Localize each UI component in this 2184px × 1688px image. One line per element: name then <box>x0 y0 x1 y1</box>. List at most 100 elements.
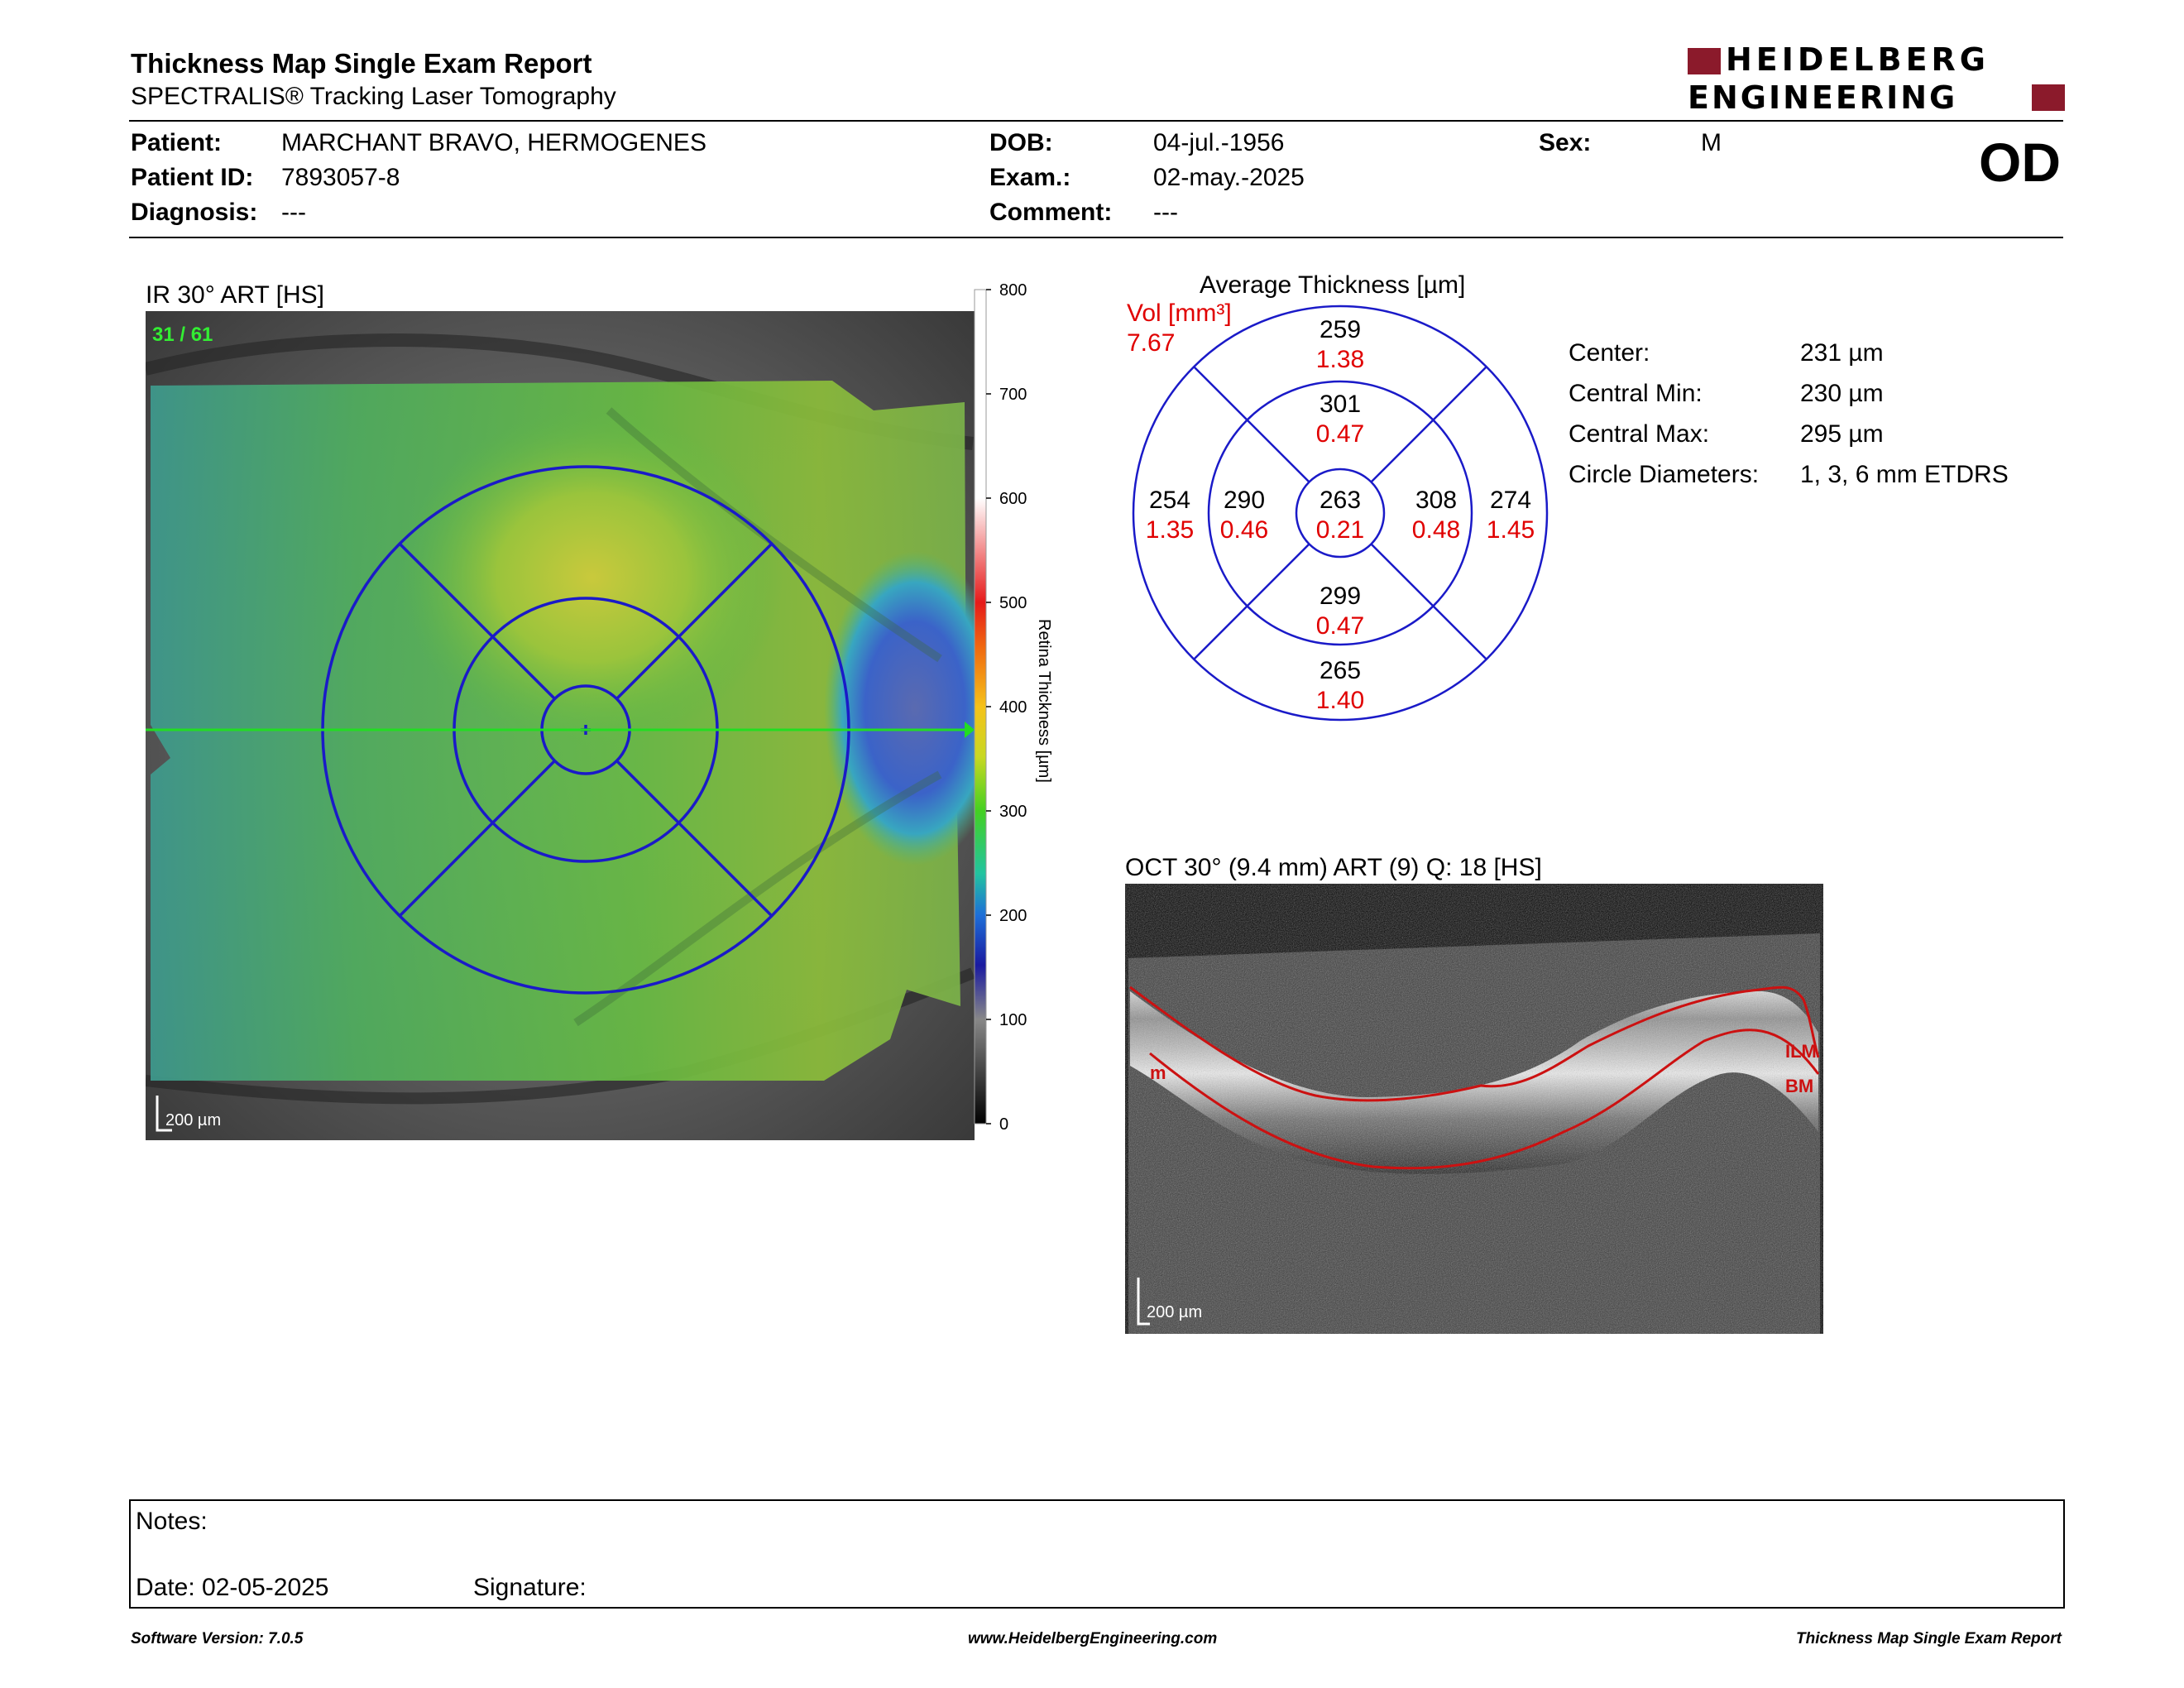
exam-label: Exam.: <box>989 164 1071 191</box>
stat-label: Central Max: <box>1569 420 1710 448</box>
dob-label: DOB: <box>989 129 1053 156</box>
etdrs-sector-divider <box>398 760 556 918</box>
inner-inferior-thickness: 299 <box>1320 583 1361 610</box>
inner-temporal-thickness: 290 <box>1224 487 1265 514</box>
etdrs-ring <box>1295 468 1386 559</box>
exam-value: 02-may.-2025 <box>1153 164 1305 191</box>
colorbar-tick-label: 700 <box>999 386 1027 404</box>
patient-id-value: 7893057-8 <box>281 164 400 191</box>
fundus-frame-counter: 31 / 61 <box>152 324 213 346</box>
etdrs-grid <box>1132 305 1549 722</box>
fundus-scale-bar-label: 200 µm <box>165 1111 221 1129</box>
logo-line-1: HEIDELBERG <box>1726 41 1990 78</box>
patient-label: Patient: <box>131 129 223 156</box>
colorbar-axis-label: Retina Thickness [µm] <box>1035 619 1053 783</box>
center-thickness: 263 <box>1320 487 1361 514</box>
colorbar-tick-label: 400 <box>999 698 1027 717</box>
etdrs-sector-divider <box>398 542 556 700</box>
signature-label: Signature: <box>473 1574 587 1601</box>
outer-inferior-volume: 1.40 <box>1316 687 1364 714</box>
etdrs-sector-divider <box>1370 543 1487 660</box>
etdrs-title: Average Thickness [µm] <box>1200 271 1466 299</box>
etdrs-sector-divider <box>1193 366 1310 483</box>
colorbar-tick-label: 100 <box>999 1011 1027 1029</box>
date-label: Date: 02-05-2025 <box>136 1574 329 1601</box>
sex-label: Sex: <box>1539 129 1592 156</box>
etdrs-sector-divider <box>1370 366 1487 483</box>
etdrs-values: 259 1.38 301 0.47 254 1.35 290 0.46 263 … <box>1146 316 1535 714</box>
diagnosis-label: Diagnosis: <box>131 199 258 226</box>
patient-name: MARCHANT BRAVO, HERMOGENES <box>281 129 706 156</box>
oct-speckle-noise <box>1125 884 1823 1334</box>
oct-scale-bar-label: 200 µm <box>1147 1303 1202 1321</box>
etdrs-sector-divider <box>615 542 774 700</box>
colorbar-tick-label: 0 <box>999 1115 1008 1134</box>
colorbar-tick-label: 800 <box>999 281 1027 300</box>
stat-value: 231 µm <box>1800 339 1884 367</box>
fundus-title: IR 30° ART [HS] <box>146 281 324 309</box>
oct-bscan-image: m ILM BM 200 µm <box>1125 884 1823 1334</box>
comment-value: --- <box>1153 199 1178 226</box>
outer-temporal-thickness: 254 <box>1149 487 1190 514</box>
diagnosis-value: --- <box>281 199 306 226</box>
outer-nasal-thickness: 274 <box>1490 487 1531 514</box>
bm-label: BM <box>1785 1076 1813 1096</box>
header-rule <box>129 120 2063 122</box>
center-volume: 0.21 <box>1316 516 1364 544</box>
notes-box: Notes: Date: 02-05-2025 Signature: <box>129 1499 2065 1609</box>
inner-temporal-volume: 0.46 <box>1220 516 1268 544</box>
volume-total: 7.67 <box>1127 329 1176 357</box>
sex-value: M <box>1701 129 1722 156</box>
inner-nasal-thickness: 308 <box>1415 487 1457 514</box>
macular-thickening-area <box>303 386 849 866</box>
outer-temporal-volume: 1.35 <box>1146 516 1194 544</box>
outer-superior-thickness: 259 <box>1320 316 1361 343</box>
oct-title: OCT 30° (9.4 mm) ART (9) Q: 18 [HS] <box>1125 854 1542 881</box>
colorbar-gradient <box>974 289 987 1125</box>
logo-square-icon <box>1688 48 1721 74</box>
patient-rule <box>129 237 2063 238</box>
etdrs-thickness-chart: 259 1.38 301 0.47 254 1.35 290 0.46 263 … <box>1132 305 1549 722</box>
stat-value: 295 µm <box>1800 420 1884 448</box>
inner-superior-volume: 0.47 <box>1316 420 1364 448</box>
ilm-label: ILM <box>1785 1041 1817 1062</box>
etdrs-ring <box>1207 380 1473 646</box>
notes-label: Notes: <box>136 1508 208 1535</box>
stat-label: Center: <box>1569 339 1650 367</box>
comment-label: Comment: <box>989 199 1113 226</box>
logo-line-2: ENGINEERING <box>1688 79 1958 116</box>
heidelberg-logo: HEIDELBERG ENGINEERING <box>1688 41 2068 119</box>
etdrs-ring <box>1132 305 1549 722</box>
stat-label: Central Min: <box>1569 380 1703 407</box>
thickness-map-image: 31 / 61 200 µm <box>146 311 975 1140</box>
stat-value: 230 µm <box>1800 380 1884 407</box>
report-subtitle: SPECTRALIS® Tracking Laser Tomography <box>131 83 616 110</box>
inner-superior-thickness: 301 <box>1320 391 1361 418</box>
report-title: Thickness Map Single Exam Report <box>131 48 592 79</box>
logo-square-icon-2 <box>2032 84 2065 111</box>
scan-direction-arrow-icon <box>965 722 975 738</box>
footer-website-link[interactable]: www.HeidelbergEngineering.com <box>968 1630 1218 1647</box>
optic-disc-area <box>824 551 975 866</box>
ilm-segmentation-line <box>1129 985 1820 1102</box>
thickness-colorbar: 800 700 600 500 400 300 200 100 0 Retina Thickne… <box>974 281 1053 1134</box>
colorbar-tick-label: 200 <box>999 907 1027 925</box>
inner-nasal-volume: 0.48 <box>1412 516 1460 544</box>
etdrs-sector-divider <box>615 760 774 918</box>
scale-bar-icon <box>1137 1278 1150 1326</box>
retinal-vessel <box>573 770 942 1027</box>
dob-value: 04-jul.-1956 <box>1153 129 1285 156</box>
outer-superior-volume: 1.38 <box>1316 346 1364 373</box>
colorbar-tick-label: 600 <box>999 490 1027 508</box>
etdrs-sector-divider <box>1193 543 1310 660</box>
colorbar-tick-label: 500 <box>999 594 1027 612</box>
footer-software-version: Software Version: 7.0.5 <box>131 1630 304 1647</box>
footer-report-name: Thickness Map Single Exam Report <box>1796 1630 2062 1647</box>
inner-inferior-volume: 0.47 <box>1316 612 1364 640</box>
patient-id-label: Patient ID: <box>131 164 254 191</box>
outer-nasal-volume: 1.45 <box>1487 516 1535 544</box>
volume-label: Vol [mm³] <box>1127 300 1232 327</box>
bm-segmentation-line <box>1149 1029 1820 1170</box>
colorbar-tick-label: 300 <box>999 803 1027 821</box>
colorbar-ticks: 800 700 600 500 400 300 200 100 0 <box>986 281 1027 1134</box>
